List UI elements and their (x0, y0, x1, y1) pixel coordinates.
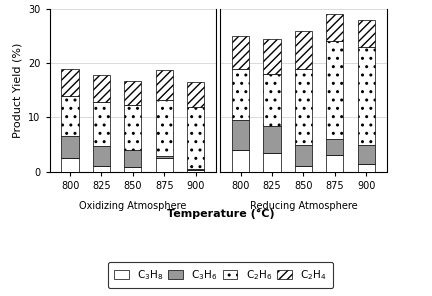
Bar (232, 150, 249, 172)
Bar (187, 82, 204, 107)
Bar (124, 150, 141, 167)
Bar (264, 153, 281, 172)
Text: Temperature (°C): Temperature (°C) (166, 209, 274, 219)
Bar (93, 166, 110, 172)
Text: Reducing Atmosphere: Reducing Atmosphere (250, 201, 357, 211)
Bar (232, 120, 249, 150)
Bar (156, 99, 173, 157)
Bar (156, 158, 173, 172)
Bar (326, 139, 343, 155)
Y-axis label: Product Yield (%): Product Yield (%) (13, 43, 23, 138)
Bar (358, 47, 375, 144)
Bar (295, 166, 312, 172)
Bar (232, 36, 249, 69)
Bar (93, 75, 110, 102)
Bar (61, 69, 79, 96)
Bar (358, 144, 375, 163)
Bar (326, 155, 343, 172)
Bar (93, 146, 110, 166)
Bar (295, 144, 312, 166)
Bar (187, 107, 204, 169)
Bar (156, 70, 173, 99)
Bar (124, 167, 141, 172)
Bar (61, 158, 79, 172)
Text: Oxidizing Atmosphere: Oxidizing Atmosphere (79, 201, 187, 211)
Bar (264, 126, 281, 153)
Bar (156, 157, 173, 158)
Bar (295, 69, 312, 144)
Bar (326, 41, 343, 139)
Bar (187, 169, 204, 170)
Bar (295, 30, 312, 69)
Bar (61, 96, 79, 136)
Bar (124, 105, 141, 150)
Bar (232, 69, 249, 120)
Bar (264, 74, 281, 126)
Bar (358, 20, 375, 47)
Bar (61, 136, 79, 158)
Bar (187, 170, 204, 172)
Bar (358, 163, 375, 172)
Bar (93, 102, 110, 146)
Legend: C$_3$H$_8$, C$_3$H$_6$, C$_2$H$_6$, C$_2$H$_4$: C$_3$H$_8$, C$_3$H$_6$, C$_2$H$_6$, C$_2… (108, 262, 333, 288)
Bar (124, 81, 141, 105)
Bar (264, 39, 281, 74)
Bar (326, 14, 343, 41)
